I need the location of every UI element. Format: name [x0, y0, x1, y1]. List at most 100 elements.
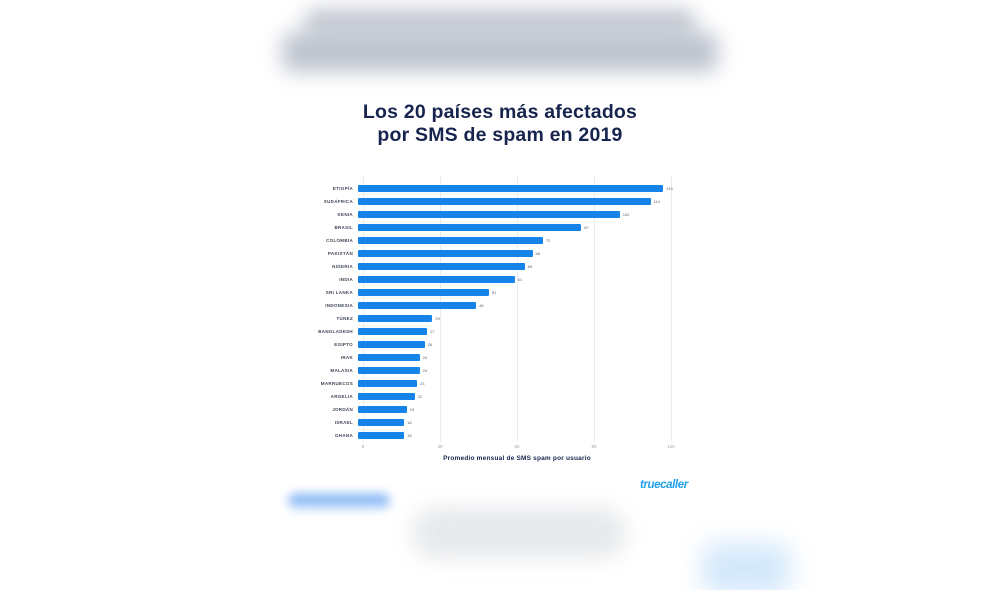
country-label: GHANA	[335, 433, 353, 438]
chart-title-line-2: por SMS de spam en 2019	[377, 124, 623, 146]
value-label: 68	[535, 251, 540, 256]
bar	[358, 406, 407, 413]
country-label: BRASIL	[334, 225, 353, 230]
blurred-headline-line-2	[282, 32, 718, 72]
value-label: 119	[666, 186, 673, 191]
gridline	[363, 176, 364, 442]
blurred-headline	[270, 2, 730, 82]
bar-row: COLOMBIA 72	[305, 234, 725, 247]
bar-rows: ETIOPÍA 119 SUDÁFRICA 114 KENIA 102 BRASIL 87 CO…	[305, 182, 725, 442]
bar	[358, 367, 420, 374]
gridline	[594, 176, 595, 442]
value-label: 114	[653, 199, 660, 204]
value-label: 51	[491, 290, 497, 295]
country-label: INDONESIA	[325, 303, 353, 308]
bar-row: SUDÁFRICA 114	[305, 195, 725, 208]
bar	[358, 354, 420, 361]
country-label: ARGELIA	[330, 394, 353, 399]
bar	[358, 185, 664, 192]
blurred-lightblue-block	[702, 543, 790, 590]
value-label: 18	[407, 420, 412, 425]
bar	[358, 315, 433, 322]
value-label: 29	[435, 316, 440, 321]
bar-row: BANGLADESH 27	[305, 325, 725, 338]
value-label: 27	[430, 329, 435, 334]
value-label: 23	[420, 381, 425, 386]
country-label: SRI LANKA	[325, 290, 353, 295]
bar	[358, 328, 428, 335]
bar-row: TÚNEZ 29	[305, 312, 725, 325]
bar-row: ARGELIA 22	[305, 390, 725, 403]
x-tick-label: 60	[514, 444, 520, 449]
bar-row: EGIPTO 26	[305, 338, 725, 351]
bar	[358, 237, 543, 244]
blurred-gray-block	[412, 507, 626, 559]
country-label: SUDÁFRICA	[323, 199, 353, 204]
x-tick-label: 30	[437, 444, 443, 449]
country-label: NIGERIA	[332, 264, 353, 269]
bar	[358, 276, 515, 283]
x-axis-ticks: 0 30 60 90 120	[361, 444, 675, 452]
bar	[358, 198, 651, 205]
value-label: 65	[527, 264, 533, 269]
value-label: 19	[409, 407, 415, 412]
country-label: PAKISTÁN	[327, 251, 353, 256]
bar-row: MARRUECOS 23	[305, 377, 725, 390]
value-label: 22	[417, 394, 422, 399]
bar-row: PAKISTÁN 68	[305, 247, 725, 260]
bar-row: INDIA 61	[305, 273, 725, 286]
country-label: MALASIA	[330, 368, 353, 373]
blurred-blue-link	[288, 494, 390, 509]
x-tick-label: 90	[591, 444, 597, 449]
bar	[358, 224, 582, 231]
chart-title: Los 20 países más afectados por SMS de s…	[0, 101, 1000, 147]
bar-row: JORDÁN 19	[305, 403, 725, 416]
bar	[358, 302, 477, 309]
bar-row: MALASIA 24	[305, 364, 725, 377]
bar	[358, 263, 525, 270]
blurred-headline-line-1	[305, 8, 695, 34]
gridline	[671, 176, 672, 442]
bar	[358, 250, 533, 257]
country-label: EGIPTO	[334, 342, 353, 347]
bar-row: ETIOPÍA 119	[305, 182, 725, 195]
value-label: 18	[407, 433, 412, 438]
country-label: BANGLADESH	[318, 329, 353, 334]
value-label: 24	[422, 355, 428, 360]
bar	[358, 432, 405, 439]
x-tick-label: 0	[361, 444, 365, 449]
plot-area: 0 30 60 90 120 Promedio mensual de SMS spam p…	[362, 176, 675, 462]
bar	[358, 289, 489, 296]
bar-row: INDONESIA 46	[305, 299, 725, 312]
bar	[358, 419, 405, 426]
bar-row: ISRAEL 18	[305, 416, 725, 429]
bar-row: NIGERIA 65	[305, 260, 725, 273]
value-label: 46	[479, 303, 484, 308]
x-tick-label: 120	[667, 444, 675, 449]
bar	[358, 393, 415, 400]
bar-row: BRASIL 87	[305, 221, 725, 234]
country-label: KENIA	[337, 212, 353, 217]
bar-row: IRAK 24	[305, 351, 725, 364]
country-label: MARRUECOS	[320, 381, 353, 386]
bar	[358, 380, 417, 387]
chart-title-line-1: Los 20 países más afectados	[362, 101, 638, 123]
country-label: TÚNEZ	[336, 316, 353, 321]
country-label: COLOMBIA	[326, 238, 353, 243]
bar	[358, 341, 425, 348]
truecaller-logo: truecaller	[640, 479, 688, 491]
country-label: IRAK	[340, 355, 353, 360]
gridline	[440, 176, 441, 442]
bar	[358, 211, 620, 218]
value-label: 72	[545, 238, 551, 243]
value-label: 26	[427, 342, 433, 347]
country-label: ETIOPÍA	[332, 186, 353, 191]
bar-row: KENIA 102	[305, 208, 725, 221]
country-label: ISRAEL	[334, 420, 353, 425]
value-label: 24	[422, 368, 428, 373]
value-label: 102	[622, 212, 630, 217]
value-label: 61	[517, 277, 523, 282]
bar-row: SRI LANKA 51	[305, 286, 725, 299]
x-axis-title: Promedio mensual de SMS spam por usuario	[443, 455, 591, 462]
